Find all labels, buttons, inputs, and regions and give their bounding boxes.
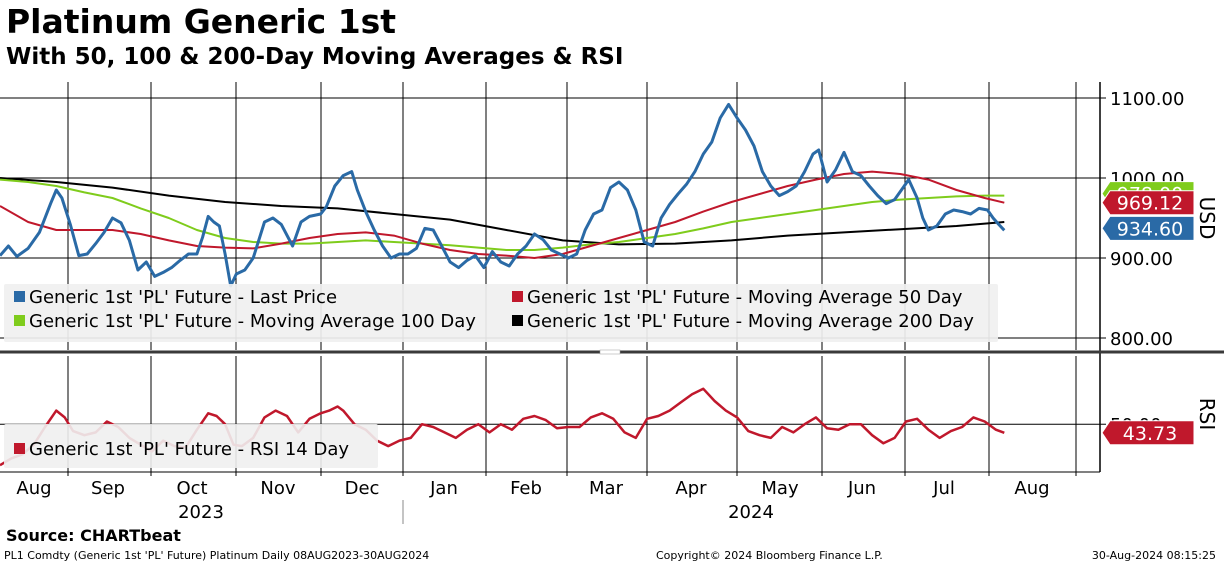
legend-entry: Generic 1st 'PL' Future - Last Price <box>29 287 337 308</box>
price-legend-box <box>4 284 998 342</box>
month-label: Nov <box>260 478 295 499</box>
tag-rsi-shape <box>1101 420 1195 446</box>
tag-ma50-text: 969.12 <box>1117 193 1183 215</box>
tag-rsi-text: 43.73 <box>1123 423 1177 445</box>
month-label: May <box>761 478 799 499</box>
tag-rsi: 43.73 <box>1101 420 1195 446</box>
legend-swatch <box>14 443 25 454</box>
month-label: Feb <box>510 478 542 499</box>
footer-description: PL1 Comdty (Generic 1st 'PL' Future) Pla… <box>4 549 430 562</box>
footer-copyright: Copyright© 2024 Bloomberg Finance L.P. <box>656 549 883 562</box>
price-ytick-label: 900.00 <box>1110 249 1173 270</box>
price-ytick-label: 800.00 <box>1110 329 1173 350</box>
year-label-2024: 2024 <box>728 502 774 523</box>
price-axis-title: USD <box>1195 197 1219 240</box>
tag-last-price-text: 934.60 <box>1117 218 1183 240</box>
legend-entry: Generic 1st 'PL' Future - Moving Average… <box>527 287 963 308</box>
tag-ma50: 969.12 <box>1101 190 1195 216</box>
rsi-axis-title: RSI <box>1195 398 1219 431</box>
price-ytick-label: 1100.00 <box>1110 89 1184 110</box>
series-line-ma50 <box>0 170 1005 259</box>
month-label: Oct <box>176 478 207 499</box>
legend-swatch <box>512 315 523 326</box>
series-line-ma200 <box>0 177 1005 246</box>
footer-timestamp: 30-Aug-2024 08:15:25 <box>1091 549 1216 562</box>
month-label: Jun <box>847 478 876 499</box>
tag-last-price-shape <box>1101 215 1195 241</box>
source-note: Source: CHARTbeat <box>6 526 181 545</box>
legend-swatch <box>14 315 25 326</box>
month-label: Aug <box>16 478 51 499</box>
series-line-last-price <box>0 102 1006 288</box>
legend-entry: Generic 1st 'PL' Future - Moving Average… <box>29 311 476 332</box>
month-label: Sep <box>91 478 125 499</box>
legend-swatch <box>14 291 25 302</box>
month-label: Jul <box>932 478 955 499</box>
tag-last-price: 934.60 <box>1101 215 1195 241</box>
month-label: Apr <box>675 478 707 499</box>
month-label: Dec <box>345 478 380 499</box>
legend-swatch <box>512 291 523 302</box>
series-line-ma100 <box>0 178 1005 251</box>
chart-title: Platinum Generic 1st <box>6 2 397 41</box>
year-label-2023: 2023 <box>178 502 224 523</box>
rsi-legend-box <box>4 424 378 468</box>
legend-entry: Generic 1st 'PL' Future - Moving Average… <box>527 311 974 332</box>
month-label: Jan <box>429 478 458 499</box>
divider-handle <box>599 349 621 355</box>
legend-entry: Generic 1st 'PL' Future - RSI 14 Day <box>29 439 349 460</box>
tag-ma50-shape <box>1101 190 1195 216</box>
chart-subtitle: With 50, 100 & 200-Day Moving Averages &… <box>6 44 624 70</box>
month-label: Mar <box>589 478 624 499</box>
month-label: Aug <box>1014 478 1049 499</box>
